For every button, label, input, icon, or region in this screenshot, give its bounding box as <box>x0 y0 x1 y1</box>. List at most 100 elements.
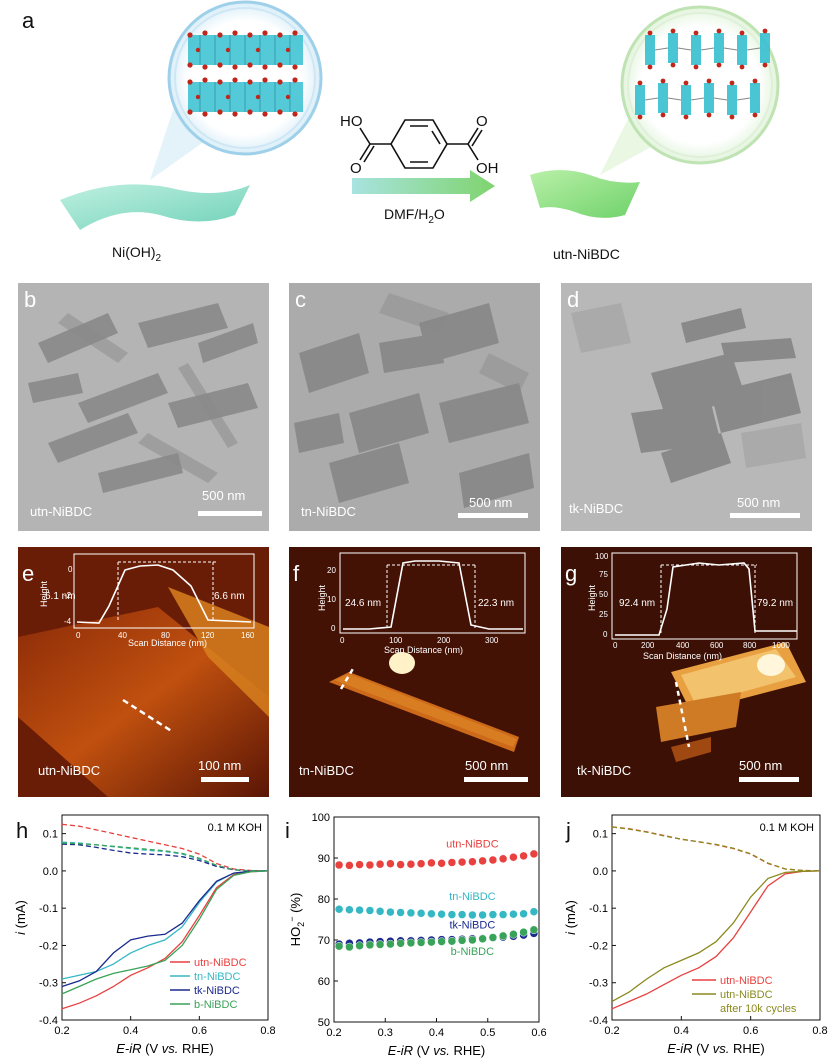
chart-j-ytick-label: -0.2 <box>589 940 608 952</box>
inset-e-left-height: 6.1 nm <box>45 591 76 602</box>
inset-g-right-height: 79.2 nm <box>757 598 794 609</box>
chart-i-point <box>345 905 354 914</box>
chart-i-point <box>355 941 364 950</box>
chart-i-point <box>355 860 364 869</box>
chart-i-point <box>427 909 436 919</box>
scale-bar-g <box>739 777 799 782</box>
chart-i-ytick-label: 80 <box>318 894 330 906</box>
chart-i-point <box>396 908 405 917</box>
chart-j-series-disk <box>611 870 821 1010</box>
scale-bar-d <box>730 513 800 518</box>
tem-image-b: b utn-NiBDC 500 nm <box>18 283 269 531</box>
afm-image-g: 0 200 400 600 800 1000 0 25 50 75 100 Sc… <box>561 547 812 797</box>
chart-j-ytick-label: 0.0 <box>593 866 608 878</box>
chart-h-series-ring <box>61 841 268 872</box>
chart-i-point <box>386 939 395 949</box>
chart-i-ylabel: HO2− (%) <box>287 893 306 947</box>
chart-i-point <box>488 933 498 942</box>
chart-h-series-ring <box>61 842 268 872</box>
chart-i-point <box>478 910 487 920</box>
scale-text-f: 500 nm <box>465 758 509 773</box>
inset-f-xlabel: Scan Distance (nm) <box>384 645 464 655</box>
chart-i-point <box>386 859 395 868</box>
reaction-condition: DMF/H2O <box>384 206 445 226</box>
chart-i-series-label: utn-NiBDC <box>446 838 499 850</box>
chart-i-point <box>416 859 426 868</box>
chart-h-xtick-label: 0.8 <box>260 1025 275 1037</box>
chart-i-point <box>519 927 528 937</box>
reagent-o-top: O <box>476 113 488 130</box>
chart-h-ytick-label: -0.2 <box>39 940 58 952</box>
chart-h: 0.2 0.4 0.6 0.8 -0.4 -0.3 -0.2 -0.1 0.0 0.1 E-iR (… <box>13 814 275 1056</box>
chart-i-point <box>457 857 467 867</box>
chart-i-point <box>375 907 385 916</box>
chart-i-point <box>509 909 518 919</box>
inset-e-ytick-2: 0 <box>68 565 73 574</box>
chart-j-legend-label: utn-NiBDC <box>720 975 773 987</box>
label-utn-nibdc: utn-NiBDC <box>553 246 620 262</box>
inset-f-xtick-3: 300 <box>485 636 499 645</box>
utn-nibdc-sheet <box>530 170 640 218</box>
schematic-a <box>60 0 780 230</box>
inset-f-ytick-0: 0 <box>331 624 336 633</box>
panel-letter-e: e <box>22 561 35 586</box>
reagent-ho: HO <box>340 113 363 130</box>
sample-label-c: tn-NiBDC <box>301 504 356 519</box>
chart-i-point <box>529 849 539 859</box>
inset-f-ytick-2: 20 <box>327 566 336 575</box>
chart-i-point <box>365 860 375 870</box>
inset-g-ytick-4: 100 <box>595 552 609 561</box>
chart-i-ytick-label: 50 <box>318 1017 330 1029</box>
panel-letter-b: b <box>24 287 37 312</box>
chart-j-ylabel: i (mA) <box>563 900 578 935</box>
chart-j-xtick-label: 0.8 <box>812 1025 827 1037</box>
chart-j-ytick-label: -0.4 <box>589 1015 608 1027</box>
afm-image-f: 0 100 200 300 0 10 20 Scan Distance (nm)… <box>289 547 540 797</box>
chart-h-ytick-label: -0.4 <box>39 1015 58 1027</box>
chart-h-xtick-label: 0.6 <box>192 1025 207 1037</box>
inset-g-xtick-5: 1000 <box>772 641 790 649</box>
panel-letter-j: j <box>566 818 571 843</box>
chart-i-xtick-label: 0.3 <box>378 1027 393 1039</box>
chart-i-point <box>519 909 528 919</box>
inset-e-xlabel: Scan Distance (nm) <box>128 638 207 648</box>
inset-e-right-height: 6.6 nm <box>214 591 245 602</box>
chart-i-point <box>375 859 385 869</box>
chart-h-series-disk <box>61 870 269 995</box>
panel-letter-f: f <box>293 561 300 586</box>
chart-j-series-disk <box>611 870 821 1002</box>
chart-j-series-ring <box>611 826 821 872</box>
panel-letter-d: d <box>567 287 580 312</box>
chart-h-legend-label: tn-NiBDC <box>194 971 241 983</box>
chart-i-point <box>345 942 354 952</box>
chart-i-point <box>437 937 446 946</box>
chart-i-point <box>365 940 375 950</box>
chart-i-point <box>509 852 518 862</box>
chart-j-xlabel: E-iR (V vs. RHE) <box>667 1041 765 1056</box>
chart-i-ytick-label: 90 <box>318 853 330 865</box>
chart-j-xtick-label: 0.6 <box>743 1025 758 1037</box>
scale-bar-e <box>201 777 249 782</box>
chart-i-point <box>468 857 477 866</box>
chart-i-point <box>334 941 344 951</box>
chart-h-series-disk <box>61 870 269 1010</box>
inset-g-ytick-1: 25 <box>599 610 608 619</box>
chart-h-frame <box>61 814 269 1021</box>
chart-i-point <box>529 907 539 916</box>
inset-g-xtick-4: 800 <box>743 641 757 649</box>
panel-letter-a: a <box>22 8 35 33</box>
chart-i-point <box>478 856 487 866</box>
scale-text-b: 500 nm <box>202 488 246 503</box>
chart-i-point <box>396 939 405 948</box>
chart-i-point <box>457 936 467 945</box>
inset-e-xtick-0: 0 <box>76 631 81 640</box>
scale-text-g: 500 nm <box>739 758 783 773</box>
chart-j-annotation: 0.1 M KOH <box>760 822 814 834</box>
chart-i-point <box>406 859 416 869</box>
inset-g-left-height: 92.4 nm <box>619 598 656 609</box>
chart-i-series-label: tn-NiBDC <box>449 891 496 903</box>
chart-h-series-disk <box>61 870 269 988</box>
chart-i-series-label: b-NiBDC <box>451 946 494 958</box>
chart-i-xtick-label: 0.5 <box>480 1027 495 1039</box>
inset-g-xtick-2: 400 <box>676 641 690 649</box>
